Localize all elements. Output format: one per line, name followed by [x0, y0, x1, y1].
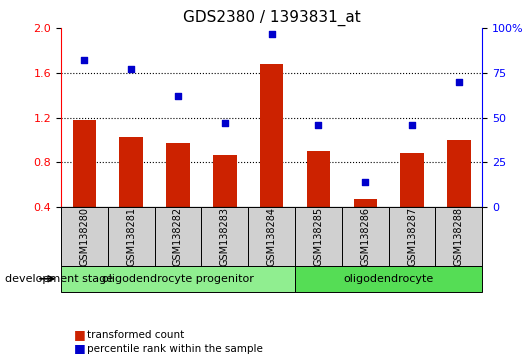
Point — [314, 122, 323, 128]
Text: GSM138284: GSM138284 — [267, 207, 277, 266]
Bar — [400, 154, 424, 207]
Point — [80, 58, 89, 63]
Point — [220, 120, 229, 126]
Bar — [295, 266, 482, 292]
Point — [267, 31, 276, 36]
Text: percentile rank within the sample: percentile rank within the sample — [87, 344, 263, 354]
Bar — [354, 199, 377, 207]
Text: ■: ■ — [74, 342, 86, 354]
Text: GSM138286: GSM138286 — [360, 207, 370, 266]
Bar — [201, 207, 248, 266]
Text: GSM138281: GSM138281 — [126, 207, 136, 266]
Bar — [342, 207, 388, 266]
Text: GSM138280: GSM138280 — [80, 207, 90, 266]
Text: oligodendrocyte: oligodendrocyte — [343, 274, 434, 284]
Bar — [166, 143, 190, 207]
Bar — [61, 266, 295, 292]
Text: development stage: development stage — [5, 274, 113, 284]
Bar — [61, 207, 108, 266]
Text: transformed count: transformed count — [87, 330, 184, 339]
Bar — [307, 151, 330, 207]
Bar — [447, 140, 471, 207]
Text: ■: ■ — [74, 328, 86, 341]
Bar — [108, 207, 155, 266]
Text: GSM138287: GSM138287 — [407, 207, 417, 266]
Bar — [436, 207, 482, 266]
Bar — [119, 137, 143, 207]
Bar — [73, 120, 96, 207]
Text: oligodendrocyte progenitor: oligodendrocyte progenitor — [102, 274, 254, 284]
Bar — [248, 207, 295, 266]
Point — [127, 67, 136, 72]
Bar — [295, 207, 342, 266]
Point — [361, 179, 369, 185]
Text: GSM138288: GSM138288 — [454, 207, 464, 266]
Bar — [155, 207, 201, 266]
Bar — [388, 207, 436, 266]
Text: GSM138285: GSM138285 — [313, 207, 323, 266]
Bar — [260, 64, 284, 207]
Text: GSM138282: GSM138282 — [173, 207, 183, 266]
Title: GDS2380 / 1393831_at: GDS2380 / 1393831_at — [183, 9, 360, 25]
Point — [174, 93, 182, 99]
Point — [455, 79, 463, 85]
Bar — [213, 155, 236, 207]
Text: GSM138283: GSM138283 — [220, 207, 230, 266]
Point — [408, 122, 417, 128]
